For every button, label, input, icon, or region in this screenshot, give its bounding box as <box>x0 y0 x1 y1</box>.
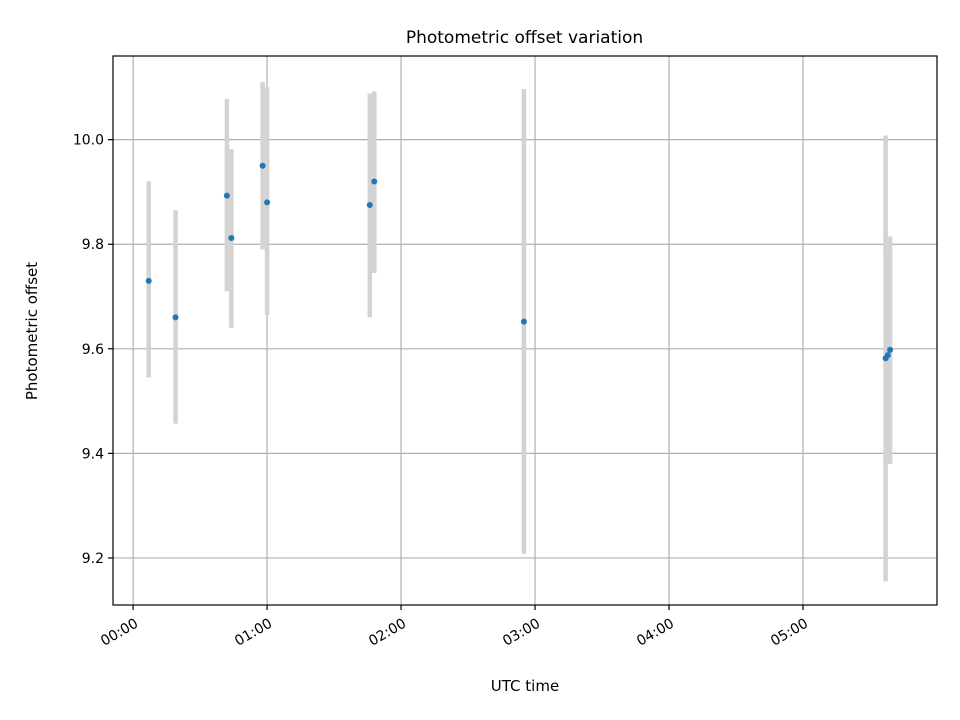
y-tick-label: 9.8 <box>82 237 104 253</box>
error-bars <box>146 82 893 582</box>
data-point <box>172 314 179 321</box>
x-tick-label: 03:00 <box>500 616 543 650</box>
y-tick-label: 9.6 <box>82 342 104 358</box>
x-axis-ticks: 00:00 01:00 02:00 03:00 04:00 05:00 <box>98 605 811 650</box>
data-point <box>371 178 378 185</box>
data-point <box>887 346 894 353</box>
x-tick-label: 00:00 <box>98 616 141 650</box>
chart-title: Photometric offset variation <box>406 28 643 48</box>
data-point <box>884 352 891 359</box>
y-tick-label: 9.4 <box>82 446 104 462</box>
y-tick-label: 10.0 <box>73 133 104 149</box>
y-tick-label: 9.2 <box>82 551 104 567</box>
x-tick-label: 05:00 <box>768 616 811 650</box>
data-point <box>223 192 230 199</box>
x-tick-label: 01:00 <box>232 616 275 650</box>
data-point <box>366 202 373 209</box>
data-point <box>259 162 266 169</box>
data-point <box>520 318 527 325</box>
data-point <box>145 277 152 284</box>
x-axis-label: UTC time <box>491 677 559 695</box>
y-axis-ticks: 9.2 9.4 9.6 9.8 10.0 <box>73 133 113 567</box>
y-axis-label: Photometric offset <box>23 262 41 400</box>
x-tick-label: 04:00 <box>634 616 677 650</box>
data-point <box>264 199 271 206</box>
plot-frame <box>112 55 938 606</box>
x-tick-label: 02:00 <box>366 616 409 650</box>
data-points <box>145 162 894 362</box>
data-point <box>228 234 235 241</box>
